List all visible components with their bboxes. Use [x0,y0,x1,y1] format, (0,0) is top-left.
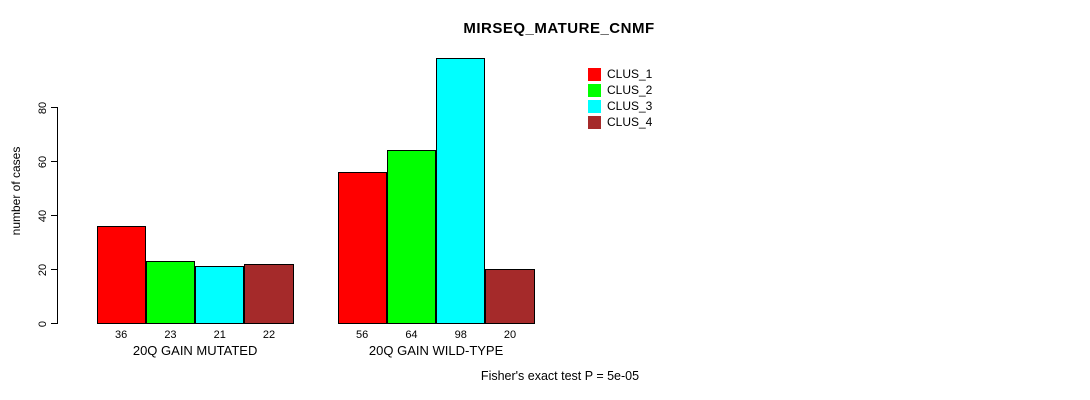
bar-value-label: 22 [262,329,276,341]
legend-label: CLUS_3 [607,99,653,113]
bar-clus_1-group1 [96,225,146,324]
bar-value-label: 21 [213,329,226,341]
legend-label: CLUS_4 [607,115,653,129]
bar-clus_1-group2 [337,171,387,324]
y-tick-label-60: 60 [37,155,49,168]
bar-value-label: 36 [115,329,128,341]
bar-value-label: 98 [454,329,467,341]
bar-value-label: 64 [405,329,418,341]
bar-value-label: 56 [356,329,369,341]
bar-clus_3-group1 [195,266,245,324]
bar-clus_3-group2 [436,58,486,324]
y-tick-60 [51,161,57,162]
legend-label: CLUS_1 [607,67,653,81]
legend-item-clus_4: CLUS_4 [588,114,652,130]
y-tick-20 [51,269,57,270]
legend-swatch-clus_3 [588,99,601,113]
legend-item-clus_2: CLUS_2 [588,82,652,98]
legend-swatch-clus_1 [588,67,601,81]
x-category-label-1: 20Q GAIN MUTATED [132,343,258,358]
bar-clus_2-group1 [145,260,196,324]
bar-value-label: 23 [164,329,177,341]
legend: CLUS_1 CLUS_2 CLUS_3 CLUS_4 [588,66,652,130]
y-tick-label-20: 20 [37,263,49,276]
y-tick-0 [51,323,57,324]
bar-clus_4-group1 [244,263,294,324]
stat-test-annotation: Fisher's exact test P = 5e-05 [480,369,640,383]
bar-clus_4-group2 [485,269,535,324]
legend-label: CLUS_2 [607,83,653,97]
legend-item-clus_3: CLUS_3 [588,98,652,114]
bar-value-label: 20 [503,329,517,341]
legend-swatch-clus_2 [588,83,601,97]
legend-swatch-clus_4 [588,115,601,129]
y-tick-label-40: 40 [37,209,49,222]
x-category-label-2: 20Q GAIN WILD-TYPE [368,343,504,358]
bar-clus_2-group2 [386,150,437,324]
chart-title: MIRSEQ_MATURE_CNMF [463,20,655,37]
y-tick-40 [51,215,57,216]
y-axis-line [57,107,58,324]
y-tick-80 [51,107,57,108]
y-axis-label: number of cases [9,146,23,236]
y-tick-label-80: 80 [37,101,49,114]
legend-item-clus_1: CLUS_1 [588,66,652,82]
y-tick-label-0: 0 [37,320,49,327]
